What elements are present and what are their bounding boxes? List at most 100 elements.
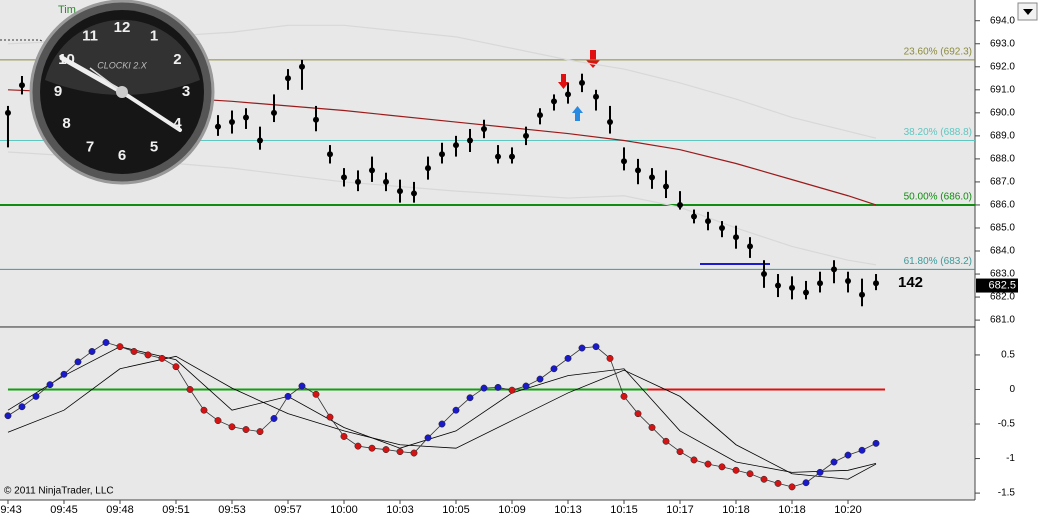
clock-hub	[116, 86, 128, 98]
bar-close	[761, 271, 768, 278]
bar-close	[4, 109, 11, 116]
oscillator-dot	[718, 463, 726, 471]
bar-close	[284, 75, 291, 82]
y-tick-label: -0.5	[998, 419, 1016, 430]
y-tick-label: 0.5	[1001, 350, 1015, 361]
oscillator-dot	[662, 437, 670, 445]
bar-close	[509, 153, 516, 160]
bar-close	[537, 112, 544, 119]
x-tick-label: 09:51	[162, 504, 190, 516]
oscillator-dot	[102, 339, 110, 346]
x-tick-label: 09:45	[50, 504, 78, 516]
oscillator-dot	[438, 420, 446, 428]
bar-close	[845, 277, 852, 284]
bar-close	[719, 224, 726, 231]
y-tick-label: 0	[1009, 384, 1015, 395]
oscillator-dot	[830, 458, 838, 466]
bar-close	[18, 82, 25, 89]
sell-arrow	[558, 74, 569, 89]
oscillator-dot	[564, 354, 572, 362]
oscillator-dot	[46, 381, 54, 389]
oscillator-dot	[550, 365, 558, 373]
clock-numeral: 2	[173, 51, 181, 68]
oscillator-dot	[298, 382, 306, 390]
last-price-label: 682.5	[988, 279, 1016, 291]
oscillator-dot	[774, 479, 782, 487]
fib-label: 61.80% (683.2)	[904, 256, 972, 267]
oscillator-dot	[494, 383, 502, 391]
copyright: © 2011 NinjaTrader, LLC	[4, 486, 114, 497]
bar-close	[621, 158, 628, 165]
clock-numeral: 12	[114, 19, 131, 36]
bar-close	[396, 188, 403, 195]
clock-numeral: 8	[62, 115, 70, 132]
oscillator-dot	[130, 348, 138, 355]
bar-close	[565, 91, 572, 98]
bar-close	[579, 79, 586, 86]
bar-close	[495, 153, 502, 160]
bar-close	[859, 291, 866, 298]
oscillator-dot	[144, 351, 152, 359]
oscillator-dot	[88, 348, 96, 355]
bar-close	[607, 119, 614, 126]
x-tick-label: 10:15	[610, 504, 638, 516]
bar-close	[775, 282, 782, 289]
bar-close	[635, 167, 642, 174]
oscillator-dot	[466, 394, 474, 402]
second-hand	[89, 67, 123, 93]
oscillator-dot	[368, 444, 376, 452]
oscillator-dot	[802, 479, 810, 487]
clock-numeral: 9	[54, 83, 62, 100]
menu-arrow	[1023, 9, 1033, 15]
bar-close	[789, 284, 796, 291]
y-tick-label: 692.0	[990, 61, 1015, 72]
x-tick-label: 10:20	[834, 504, 862, 516]
y-tick-label: 688.0	[990, 154, 1015, 165]
bar-close	[831, 266, 838, 273]
bar-close	[593, 93, 600, 100]
bar-close	[424, 165, 431, 172]
oscillator-dot	[410, 449, 418, 457]
oscillator-dot	[606, 354, 614, 362]
bar-counter: 142	[898, 274, 923, 291]
clock-numeral: 6	[118, 147, 126, 164]
x-tick-label: 09:43	[0, 504, 22, 516]
bar-close	[705, 218, 712, 225]
y-tick-label: 686.0	[990, 200, 1015, 211]
x-tick-label: 09:57	[274, 504, 302, 516]
oscillator-dot	[536, 375, 544, 383]
oscillator-dot	[256, 428, 264, 436]
buy-arrow	[572, 106, 583, 121]
clock-numeral: 10	[58, 51, 75, 68]
x-tick-label: 10:03	[386, 504, 414, 516]
oscillator-dot	[634, 410, 642, 418]
x-tick-label: 09:48	[106, 504, 134, 516]
partial-label: Tim	[58, 4, 76, 16]
oscillator-dot	[480, 384, 488, 392]
oscillator-dot	[158, 354, 166, 362]
oscillator-dot	[284, 392, 292, 400]
x-tick-label: 10:00	[330, 504, 358, 516]
x-tick-label: 10:18	[722, 504, 750, 516]
oscillator-dot	[312, 390, 320, 398]
bar-close	[663, 183, 670, 190]
y-tick-label: 693.0	[990, 38, 1015, 49]
clock-brand: CLOCKI 2.X	[97, 60, 148, 70]
bar-close	[803, 289, 810, 296]
bar-close	[523, 132, 530, 139]
oscillator-dot	[74, 358, 82, 366]
bar-close	[242, 114, 249, 121]
oscillator-dot	[228, 423, 236, 431]
clock-numeral: 11	[82, 28, 98, 45]
signal-line	[7, 355, 877, 480]
bar-close	[256, 137, 263, 144]
last-price-box	[976, 278, 1018, 293]
bar-close	[382, 178, 389, 185]
bar-close	[649, 174, 656, 181]
bar-close	[368, 167, 375, 174]
bar-close	[817, 280, 824, 287]
bar-close	[326, 151, 333, 158]
bar-close	[228, 119, 235, 126]
oscillator-dot	[746, 470, 754, 478]
